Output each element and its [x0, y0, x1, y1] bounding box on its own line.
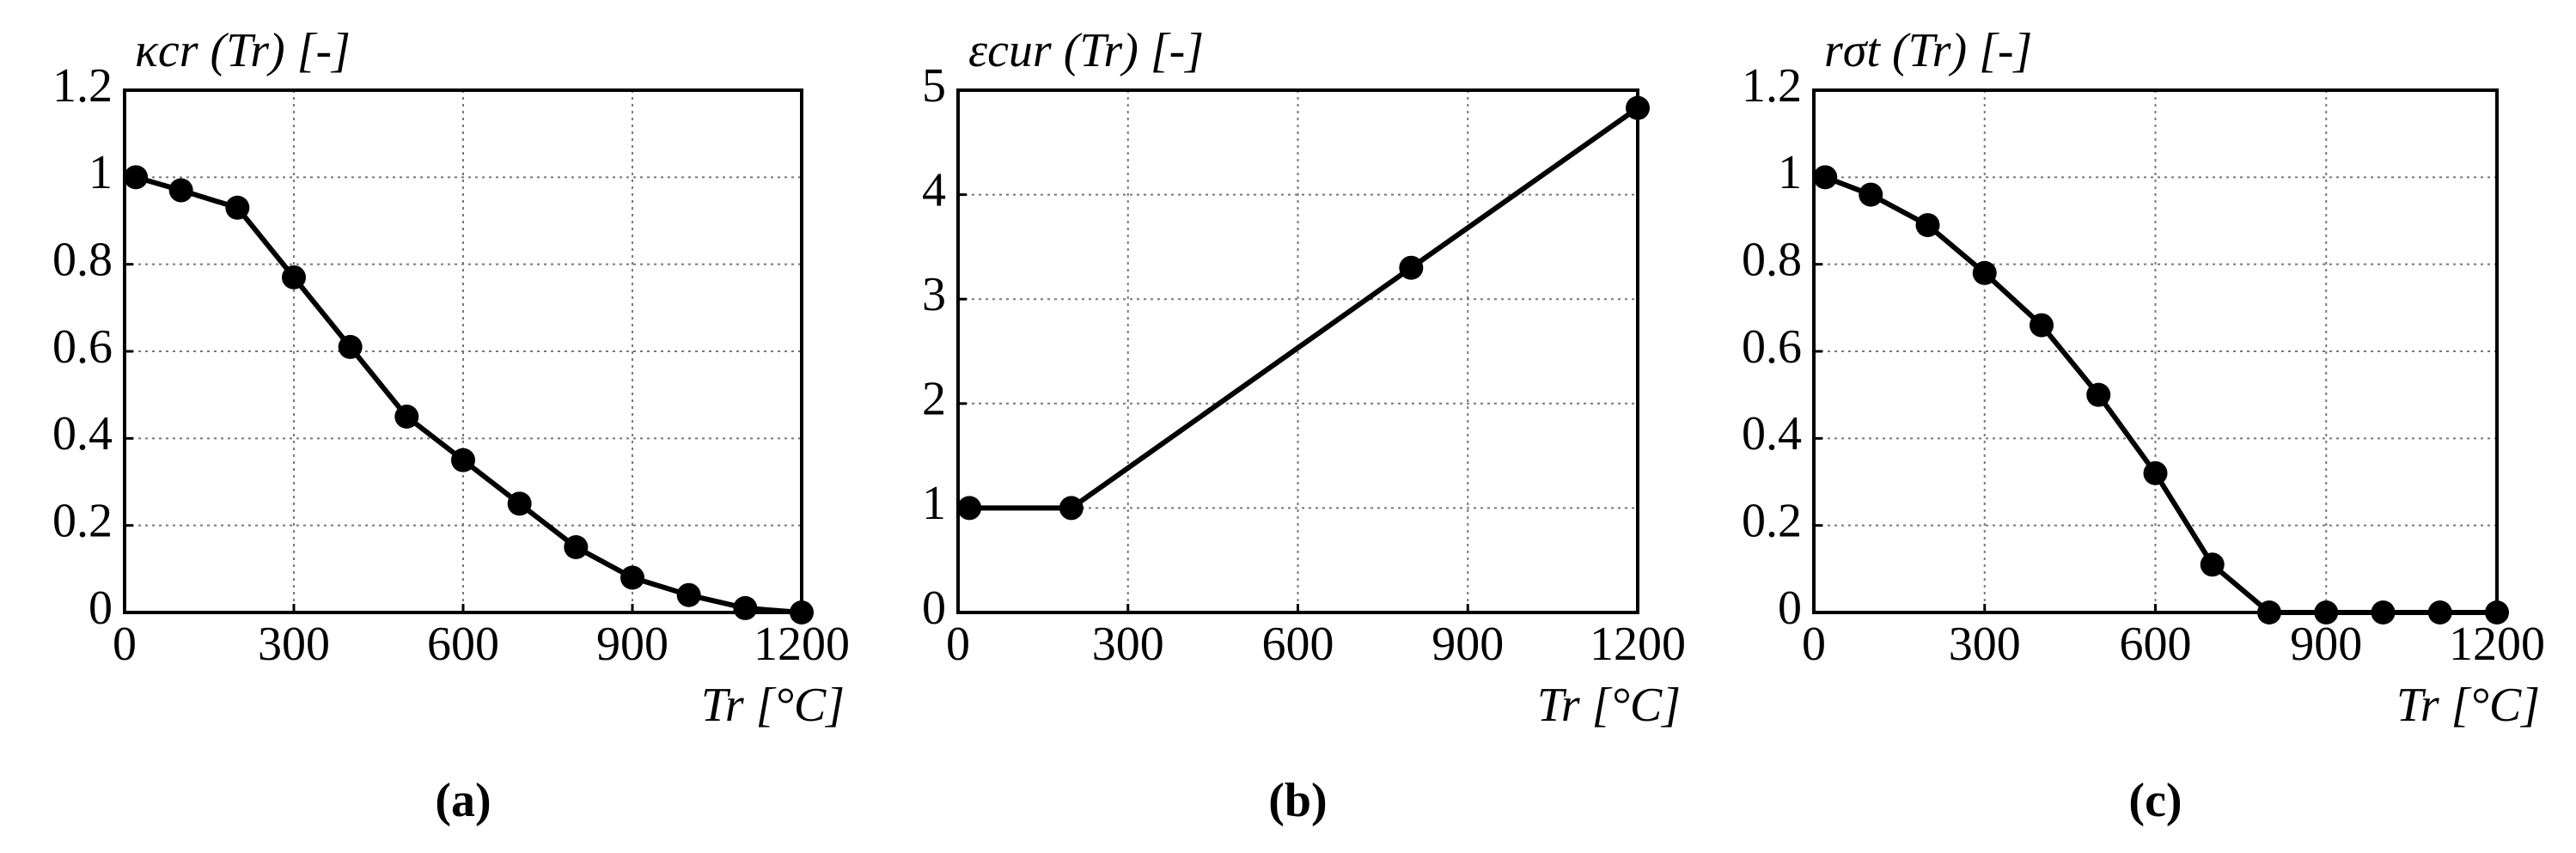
y-tick-label: 1.2: [52, 59, 113, 113]
chart-title: εcur (Tr) [-]: [968, 24, 1204, 77]
data-point: [2086, 382, 2111, 407]
caption: (b): [1268, 774, 1327, 827]
data-point: [2200, 552, 2225, 577]
x-tick-label: 600: [2120, 618, 2192, 671]
data-point: [1059, 496, 1084, 521]
chart-title: κcr (Tr) [-]: [135, 24, 351, 77]
x-tick-label: 0: [113, 618, 137, 671]
data-line: [1824, 174, 2497, 615]
y-tick-label: 0.8: [52, 234, 113, 287]
data-point: [957, 496, 982, 521]
y-tick-label: 4: [922, 163, 946, 216]
x-axis-label: Tr [°C]: [701, 679, 845, 732]
x-tick-label: 0: [946, 618, 970, 671]
data-point: [1813, 165, 1838, 190]
data-point: [1972, 260, 1997, 285]
y-tick-label: 1: [89, 146, 113, 199]
caption: (a): [435, 774, 491, 827]
x-axis-label: Tr [°C]: [2396, 679, 2540, 732]
x-tick-label: 0: [1802, 618, 1826, 671]
x-tick-label: 600: [427, 618, 499, 671]
data-point: [124, 165, 149, 190]
data-point: [2257, 600, 2281, 625]
plot-frame: [956, 88, 1639, 614]
x-tick-label: 300: [1092, 618, 1164, 671]
x-tick-label: 300: [258, 618, 330, 671]
x-tick-label: 1200: [1590, 618, 1686, 671]
x-tick-label: 900: [596, 618, 668, 671]
data-point: [1859, 182, 1883, 207]
data-point: [2427, 600, 2452, 625]
y-tick-label: 1.2: [1742, 59, 1802, 113]
y-tick-label: 5: [922, 59, 946, 113]
y-tick-label: 0: [922, 582, 946, 635]
data-point: [451, 448, 475, 472]
x-tick-label: 900: [1431, 618, 1504, 671]
y-tick-label: 0.4: [52, 407, 113, 460]
y-tick-label: 0.8: [1742, 234, 1802, 287]
data-point: [620, 565, 644, 590]
data-point: [338, 334, 363, 359]
data-point: [790, 600, 814, 625]
chart-title: rσt (Tr) [-]: [1824, 24, 2032, 77]
y-tick-label: 2: [922, 373, 946, 426]
data-point: [168, 178, 193, 203]
x-tick-label: 300: [1949, 618, 2021, 671]
x-tick-label: 1200: [754, 618, 850, 671]
caption: (c): [2128, 774, 2182, 827]
x-tick-label: 900: [2290, 618, 2362, 671]
data-line: [969, 106, 1639, 511]
data-point: [1915, 213, 1940, 238]
y-tick-label: 0.2: [52, 495, 113, 548]
y-tick-label: 0: [89, 582, 113, 635]
data-point: [394, 405, 419, 429]
y-tick-label: 1: [1778, 146, 1802, 199]
y-tick-label: 0.2: [1742, 495, 1802, 548]
data-line: [135, 174, 803, 615]
data-point: [2143, 460, 2168, 485]
y-tick-label: 0.6: [52, 320, 113, 374]
plot-frame: [123, 88, 803, 614]
y-tick-label: 0.4: [1742, 407, 1802, 460]
y-tick-label: 1: [922, 477, 946, 530]
data-point: [676, 582, 701, 607]
data-point: [1626, 95, 1650, 120]
data-point: [2371, 600, 2396, 625]
data-point: [733, 595, 758, 620]
y-tick-label: 0: [1778, 582, 1802, 635]
data-point: [2485, 600, 2509, 625]
y-tick-label: 3: [922, 268, 946, 321]
data-point: [507, 491, 532, 516]
data-point: [2030, 313, 2054, 338]
data-point: [225, 195, 250, 220]
y-tick-label: 0.6: [1742, 320, 1802, 374]
data-point: [1399, 255, 1424, 280]
data-point: [2314, 600, 2339, 625]
x-tick-label: 1200: [2449, 618, 2545, 671]
data-point: [564, 535, 589, 559]
x-axis-label: Tr [°C]: [1537, 679, 1681, 732]
plot-frame: [1812, 88, 2499, 614]
data-point: [282, 265, 306, 289]
x-tick-label: 600: [1262, 618, 1334, 671]
